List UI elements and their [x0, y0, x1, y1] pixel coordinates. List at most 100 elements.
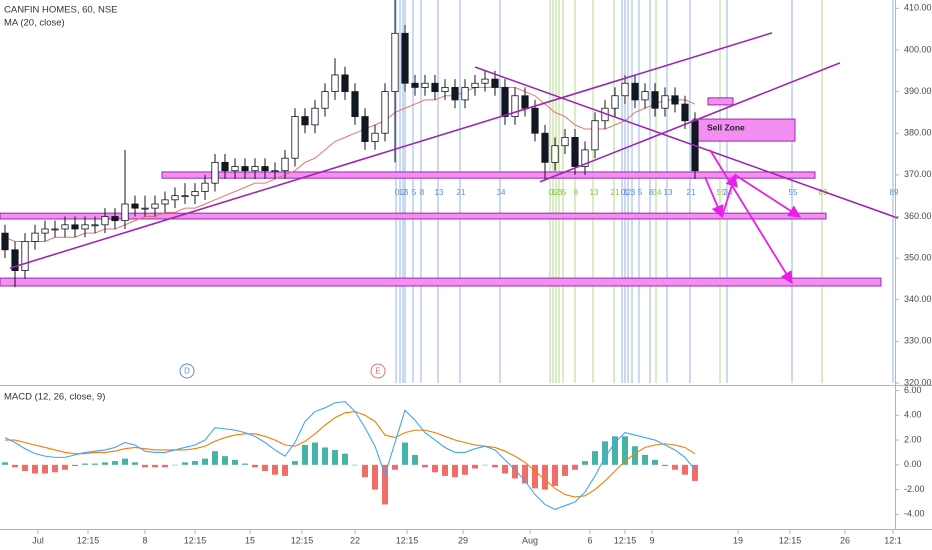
- histogram-bar: [212, 451, 218, 465]
- x-tick-label: 12:15: [614, 535, 637, 545]
- x-tick-label: Aug: [522, 535, 538, 545]
- y-tick-label: 400.00: [904, 44, 932, 54]
- histogram-bar: [402, 442, 408, 465]
- x-tick-label: 22: [350, 535, 360, 545]
- histogram-bar: [642, 454, 648, 465]
- candle-body: [281, 157, 289, 172]
- y-tick-label: -4.00: [904, 509, 925, 519]
- candle-body: [211, 161, 219, 184]
- y-tick-label: 350.00: [904, 252, 932, 262]
- histogram-bar: [102, 462, 108, 465]
- candle-body: [41, 228, 49, 234]
- candle-body: [461, 87, 469, 101]
- histogram-bar: [42, 464, 48, 474]
- candle-body: [451, 87, 459, 101]
- y-tick-label: 390.00: [904, 86, 932, 96]
- histogram-bar: [312, 442, 318, 465]
- histogram-bar: [322, 447, 328, 465]
- fib-label: 13: [590, 188, 599, 197]
- candle-body: [481, 78, 489, 84]
- histogram-bar: [152, 464, 158, 468]
- histogram-bar: [622, 436, 628, 465]
- histogram-bar: [542, 464, 548, 490]
- event-label: D: [184, 367, 190, 376]
- event-marker: [179, 363, 195, 379]
- histogram-bar: [532, 464, 538, 489]
- histogram-bar: [582, 461, 588, 465]
- histogram-bar: [172, 464, 178, 466]
- x-tick-label: 12:15: [77, 535, 100, 545]
- fib-label: 34: [653, 188, 662, 197]
- candle-body: [421, 82, 429, 88]
- histogram-bar: [612, 436, 618, 465]
- fib-label: 2: [627, 188, 632, 197]
- ma-line: [4, 86, 696, 242]
- x-tick-label: Jul: [32, 535, 44, 545]
- candle-body: [51, 228, 59, 231]
- candle-body: [581, 149, 589, 167]
- histogram-bar: [262, 464, 268, 472]
- histogram-bar: [202, 458, 208, 465]
- fib-label: 3: [558, 188, 563, 197]
- histogram-bar: [82, 463, 88, 465]
- candle-body: [121, 203, 129, 222]
- fib-label: 0: [621, 188, 626, 197]
- candle-body: [521, 95, 529, 109]
- candle-body: [621, 82, 629, 97]
- arrow: [709, 149, 793, 285]
- x-tick-label: 6: [587, 535, 592, 545]
- fib-label: 13: [664, 188, 673, 197]
- histogram-bar: [352, 464, 358, 466]
- ma-legend: MA (20, close): [4, 18, 65, 29]
- histogram-bar: [472, 464, 478, 469]
- histogram-bar: [372, 464, 378, 490]
- trendline: [474, 66, 899, 219]
- histogram-bar: [112, 461, 118, 465]
- candle-body: [491, 78, 499, 88]
- candle-body: [91, 224, 99, 227]
- y-tick-label: 410.00: [904, 3, 932, 13]
- candle-body: [291, 116, 299, 159]
- candle-body: [171, 195, 179, 201]
- fib-label: 55: [789, 188, 798, 197]
- candle-body: [431, 82, 439, 92]
- x-tick-label: 12:15: [291, 535, 314, 545]
- candle-body: [351, 91, 359, 117]
- histogram-bar: [512, 464, 518, 479]
- histogram-bar: [392, 464, 398, 470]
- zone: [0, 212, 827, 220]
- histogram-bar: [332, 449, 338, 465]
- candle-body: [231, 166, 239, 172]
- fib-label: 21: [611, 188, 620, 197]
- fib-label: 5: [412, 188, 417, 197]
- zone: [707, 97, 734, 106]
- fib-label: 3: [404, 188, 409, 197]
- fib-label: 5: [562, 188, 567, 197]
- macd-line: [4, 401, 696, 511]
- candle-body: [251, 166, 259, 172]
- candle-body: [391, 32, 399, 92]
- candle-body: [661, 95, 669, 109]
- x-tick-label: 12:15: [779, 535, 802, 545]
- fib-label: 2: [555, 188, 560, 197]
- candle-body: [241, 166, 249, 172]
- zone: [0, 277, 882, 287]
- y-tick-label: 2.00: [904, 434, 922, 444]
- histogram-bar: [22, 464, 28, 472]
- histogram-bar: [492, 464, 498, 468]
- chart-title: CANFIN HOMES, 60, NSE: [4, 5, 118, 16]
- candle-body: [331, 74, 339, 92]
- candle-body: [671, 95, 679, 105]
- x-tick-label: 26: [840, 535, 850, 545]
- histogram-bar: [412, 454, 418, 465]
- candle-body: [551, 145, 559, 163]
- x-tick-label: 8: [142, 535, 147, 545]
- fib-label: 1: [624, 188, 629, 197]
- histogram-bar: [652, 459, 658, 465]
- candle-body: [261, 166, 269, 172]
- y-tick-label: 330.00: [904, 336, 932, 346]
- y-tick-label: 380.00: [904, 128, 932, 138]
- fib-label: 8: [420, 188, 425, 197]
- y-tick-label: 340.00: [904, 294, 932, 304]
- trendline: [539, 62, 841, 183]
